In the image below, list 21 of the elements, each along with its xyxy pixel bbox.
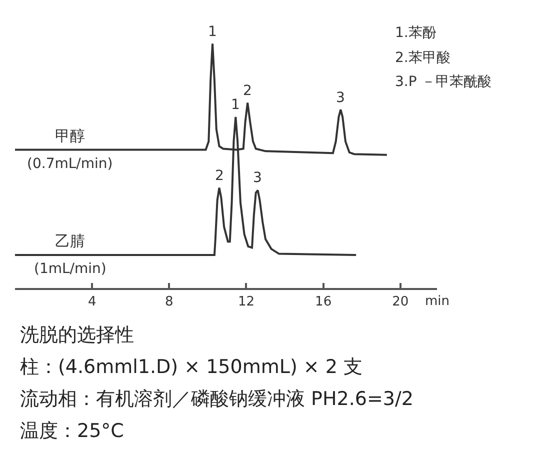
annotation: 3 xyxy=(253,170,262,186)
annotation: 2.苯甲酸 xyxy=(395,50,450,66)
annotation: 1 xyxy=(208,24,217,40)
x-tick-label: 8 xyxy=(165,294,174,310)
series-label: 甲醇 (0.7mL/min) xyxy=(27,127,113,172)
text: 柱：(4.6mml1.D) × 150mmL) × 2 支 xyxy=(20,356,363,378)
text: 洗脱的选择性 xyxy=(20,324,134,346)
text: 温度：25°C xyxy=(20,420,124,442)
annotation: 3.P －甲苯酰酸 xyxy=(395,74,492,90)
annotation: 2 xyxy=(243,83,252,99)
annotation: 1 xyxy=(231,97,240,113)
x-tick-label: 4 xyxy=(88,294,96,310)
annotation: 3 xyxy=(336,90,345,106)
text: 1.苯酚 xyxy=(395,25,436,41)
text: 流动相：有机溶剂／磷酸钠缓冲液 PH2.6=3/2 xyxy=(20,388,414,410)
x-tick-label: 16 xyxy=(315,294,332,310)
x-axis-title: min xyxy=(425,294,450,309)
annotation: 2 xyxy=(215,168,224,184)
series-label: 乙腈 (1mL/min) xyxy=(34,232,106,277)
x-tick-label: 20 xyxy=(392,294,409,310)
x-tick-label: 12 xyxy=(238,294,255,310)
